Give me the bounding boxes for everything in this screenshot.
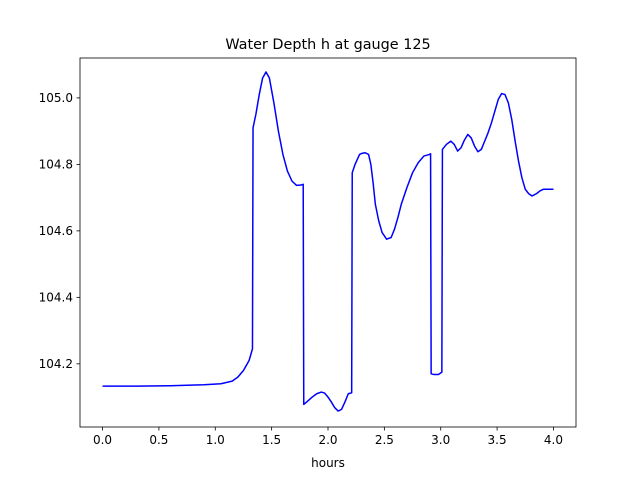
x-tick-label: 3.5 bbox=[488, 433, 507, 447]
x-tick-label: 3.0 bbox=[431, 433, 450, 447]
y-tick-label: 104.2 bbox=[39, 357, 73, 371]
x-tick-label: 0.5 bbox=[149, 433, 168, 447]
x-tick-label: 4.0 bbox=[544, 433, 563, 447]
x-tick-label: 2.0 bbox=[318, 433, 337, 447]
x-tick-label: 1.5 bbox=[262, 433, 281, 447]
y-tick-label: 104.6 bbox=[39, 224, 73, 238]
series-line-0 bbox=[102, 71, 554, 412]
y-tick-label: 104.4 bbox=[39, 290, 73, 304]
y-tick-label: 105.0 bbox=[39, 91, 73, 105]
x-tick-label: 1.0 bbox=[206, 433, 225, 447]
chart-title: Water Depth h at gauge 125 bbox=[225, 37, 430, 53]
y-axis: 104.2 104.4 104.6 104.8 105.0 bbox=[39, 91, 80, 371]
x-tick-label: 0.0 bbox=[93, 433, 112, 447]
x-axis-label: hours bbox=[311, 456, 345, 470]
x-tick-label: 2.5 bbox=[375, 433, 394, 447]
y-tick-label: 104.8 bbox=[39, 157, 73, 171]
x-axis: 0.0 0.5 1.0 1.5 2.0 2.5 3.0 3.5 4.0 bbox=[93, 427, 563, 447]
